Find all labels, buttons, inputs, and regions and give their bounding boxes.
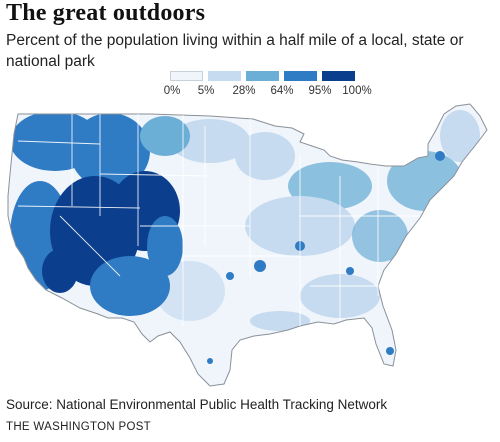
region-northern-rockies (70, 113, 150, 189)
map-title: The great outdoors (6, 0, 206, 26)
legend-swatch-95-100 (322, 71, 355, 81)
legend-label-95: 95% (308, 85, 332, 97)
legend-swatch-64-95 (284, 71, 317, 81)
region-colorado (147, 216, 183, 276)
region-upper-midwest (235, 132, 295, 180)
region-northeast (387, 151, 463, 211)
legend-label-28: 28% (232, 85, 256, 97)
publisher-credit: THE WASHINGTON POST (6, 421, 151, 433)
metro-cluster (386, 347, 394, 355)
metro-cluster (254, 260, 266, 272)
region-sierra (42, 249, 78, 293)
region-appalachia (352, 210, 408, 262)
metro-cluster (226, 272, 234, 280)
metro-cluster (435, 151, 445, 161)
legend-label-64: 64% (270, 85, 294, 97)
legend-label-0: 0% (163, 85, 181, 97)
color-legend: 0% 5% 28% 64% 95% 100% (164, 71, 410, 101)
map-subtitle: Percent of the population living within … (6, 32, 464, 70)
state-borders (17, 114, 420, 326)
metro-cluster (207, 358, 213, 364)
region-montana-plains (140, 116, 190, 156)
region-southwest (90, 256, 170, 316)
legend-label-5: 5% (197, 85, 215, 97)
legend-swatch-0-5 (170, 71, 203, 81)
region-northern-plains (170, 119, 250, 163)
metro-cluster (346, 267, 354, 275)
us-choropleth-map (7, 103, 488, 387)
region-southern-plains (155, 261, 225, 321)
legend-label-100: 100% (342, 85, 372, 97)
legend-swatch-5-28 (208, 71, 241, 81)
density-layer (10, 110, 480, 364)
source-note: Source: National Environmental Public He… (6, 397, 388, 412)
region-gulf-coast (250, 311, 310, 331)
legend-swatch-28-64 (246, 71, 279, 81)
region-new-england (440, 110, 480, 162)
